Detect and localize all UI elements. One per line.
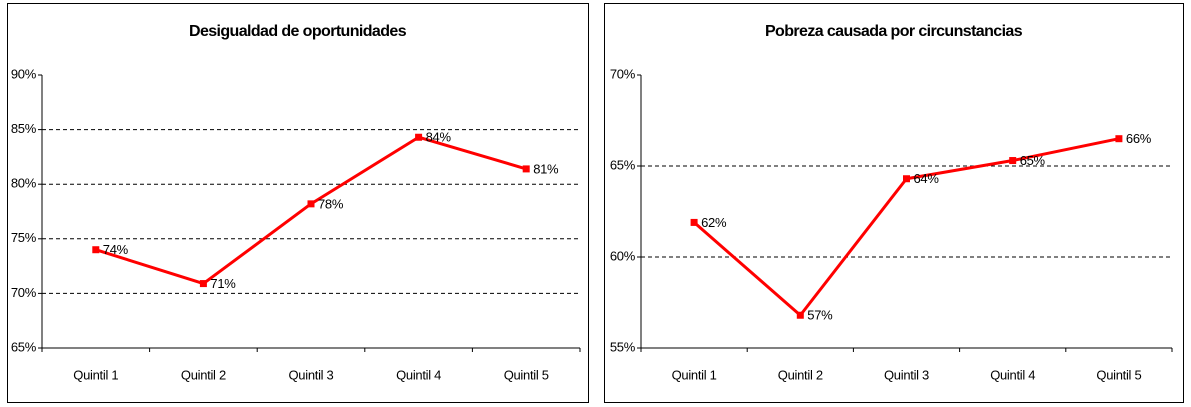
y-tick-label: 65% (11, 339, 37, 354)
y-tick-label: 80% (11, 176, 37, 191)
chart: Pobreza causada por circunstancias 55% 60%… (604, 3, 1184, 403)
chart-border (604, 3, 1184, 403)
data-point (1115, 135, 1123, 143)
y-tick-label: 70% (11, 285, 37, 300)
chart-title: Desigualdad de oportunidades (189, 23, 407, 40)
x-tick-label: Quintil 3 (884, 367, 929, 382)
y-tick-label: 55% (610, 339, 636, 354)
data-label: 81% (533, 161, 559, 176)
chart-border (7, 3, 589, 403)
x-tick-label: Quintil 3 (289, 367, 334, 382)
data-label: 65% (1020, 153, 1046, 168)
data-point (199, 280, 207, 288)
data-point (522, 165, 530, 173)
x-tick-label: Quintil 4 (990, 367, 1035, 382)
x-tick-label: Quintil 5 (504, 367, 549, 382)
data-label: 74% (103, 242, 129, 257)
y-tick-label: 85% (11, 121, 37, 136)
data-point (796, 311, 804, 319)
data-point (690, 218, 698, 226)
chart: Desigualdad de oportunidades 65% 70% 75% 80%… (7, 3, 589, 403)
y-tick-label: 60% (610, 248, 636, 263)
data-label: 64% (914, 171, 940, 186)
x-tick-label: Quintil 2 (778, 367, 823, 382)
data-point (92, 246, 100, 254)
x-tick-label: Quintil 2 (181, 367, 226, 382)
x-tick-label: Quintil 5 (1096, 367, 1141, 382)
chart-title: Pobreza causada por circunstancias (765, 23, 1023, 40)
data-point (1009, 157, 1017, 165)
data-point (903, 175, 910, 183)
data-label: 57% (807, 308, 833, 323)
data-point (307, 200, 315, 208)
data-label: 78% (318, 196, 344, 211)
y-tick-label: 75% (11, 230, 37, 245)
y-tick-label: 65% (610, 157, 636, 172)
data-label: 66% (1126, 131, 1152, 146)
data-label: 71% (210, 276, 236, 291)
data-label: 62% (701, 215, 727, 230)
data-point (415, 133, 423, 141)
data-label: 84% (426, 130, 452, 145)
x-tick-label: Quintil 4 (396, 367, 441, 382)
x-tick-label: Quintil 1 (672, 367, 717, 382)
y-tick-label: 70% (610, 66, 636, 81)
y-tick-label: 90% (11, 66, 37, 81)
x-tick-label: Quintil 1 (73, 367, 118, 382)
